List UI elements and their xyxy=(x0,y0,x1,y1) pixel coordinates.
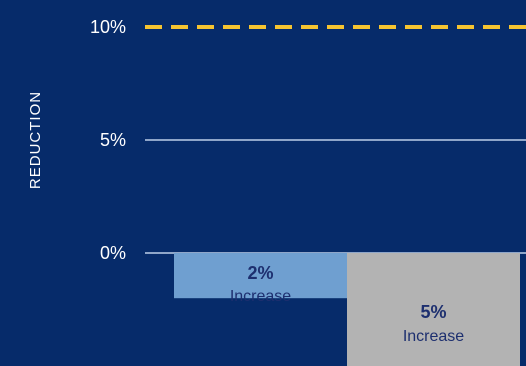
bar-1 xyxy=(174,253,347,299)
bar-2 xyxy=(347,253,520,366)
y-axis-title: REDUCTION xyxy=(27,91,44,189)
bar-value-label: 2% xyxy=(247,263,273,283)
y-tick-label: 0% xyxy=(100,243,126,263)
y-tick-label: 10% xyxy=(90,17,126,37)
y-tick-label: 5% xyxy=(100,130,126,150)
bar-desc-label: Increase xyxy=(230,288,291,305)
bar-desc-label: Increase xyxy=(403,328,464,345)
bar-value-label: 5% xyxy=(420,302,446,322)
